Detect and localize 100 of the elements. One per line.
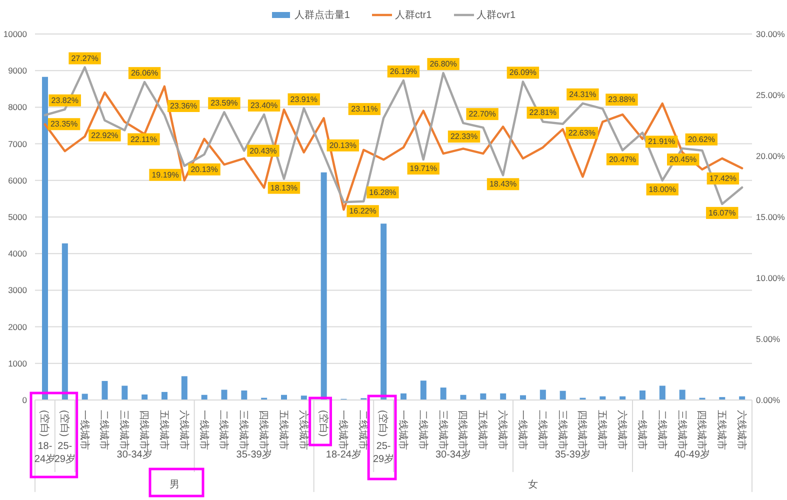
category-label: 35-39岁 bbox=[236, 450, 272, 460]
y2-tick-label: 10.00% bbox=[756, 273, 786, 284]
data-label: 22.81% bbox=[529, 108, 556, 118]
data-label: 22.33% bbox=[450, 132, 478, 142]
category-label: 35-39岁 bbox=[554, 450, 591, 460]
data-label: 20.47% bbox=[608, 154, 636, 164]
category-label: 三线城市 bbox=[238, 410, 249, 450]
category-label: 二线城市 bbox=[656, 410, 667, 450]
data-label: 26.09% bbox=[509, 68, 537, 78]
data-label: 17.42% bbox=[709, 174, 737, 183]
y-tick-label: 3000 bbox=[8, 285, 28, 296]
data-label: 23.59% bbox=[210, 98, 238, 108]
y-tick-label: 9000 bbox=[8, 66, 28, 76]
category-label: 二线城市 bbox=[536, 410, 548, 450]
bar bbox=[380, 224, 387, 400]
bar bbox=[181, 376, 188, 400]
data-label: 23.88% bbox=[608, 95, 636, 104]
category-label: 三线城市 bbox=[118, 410, 130, 450]
category-label: 一线城市 bbox=[78, 410, 90, 450]
data-label: 22.92% bbox=[91, 130, 118, 140]
bar bbox=[142, 394, 148, 400]
category-label: (空白) bbox=[58, 410, 70, 437]
y-tick-label: 4000 bbox=[8, 248, 28, 259]
bar bbox=[500, 393, 506, 400]
bar bbox=[102, 380, 108, 400]
data-label: 23.35% bbox=[50, 120, 78, 129]
category-label: 五线城市 bbox=[716, 410, 727, 450]
y-tick-label: 1000 bbox=[8, 358, 28, 368]
data-label: 20.43% bbox=[250, 146, 277, 156]
category-label: 五线城市 bbox=[596, 410, 608, 450]
bar bbox=[241, 390, 248, 400]
category-label: 18-24岁 bbox=[326, 450, 362, 460]
category-label: 六线城市 bbox=[496, 410, 508, 450]
category-label: 三线城市 bbox=[676, 410, 687, 450]
data-label: 19.19% bbox=[152, 170, 179, 180]
data-label: 16.28% bbox=[369, 188, 396, 197]
data-label: 23.82% bbox=[51, 96, 78, 105]
y-tick-label: 6000 bbox=[8, 175, 28, 186]
data-label: 24.31% bbox=[569, 90, 596, 99]
category-label: 男 bbox=[169, 480, 180, 490]
bar bbox=[300, 396, 307, 400]
legend-label: 人群ctr1 bbox=[394, 9, 432, 22]
bar bbox=[162, 392, 168, 400]
category-label: 三线城市 bbox=[556, 410, 568, 450]
data-label: 26.06% bbox=[130, 68, 158, 78]
category-label: 二线城市 bbox=[98, 410, 110, 450]
data-label: 18.00% bbox=[648, 184, 676, 194]
y2-tick-label: 30.00% bbox=[756, 29, 786, 40]
y-tick-label: 5000 bbox=[8, 212, 28, 222]
category-label: 二线城市 bbox=[416, 410, 428, 450]
bar bbox=[62, 243, 68, 400]
category-label: 五线城市 bbox=[476, 410, 488, 450]
category-label: 二线城市 bbox=[218, 410, 229, 450]
data-label: 26.80% bbox=[430, 60, 457, 69]
legend-label: 人群点击量1 bbox=[294, 8, 350, 22]
bar bbox=[640, 390, 646, 400]
category-label: 25-29岁 bbox=[372, 441, 394, 465]
data-label: 22.11% bbox=[130, 134, 157, 144]
bar bbox=[42, 76, 48, 400]
category-label: 30-34岁 bbox=[435, 450, 472, 460]
y-tick-label: 7000 bbox=[8, 138, 28, 149]
category-label: 一线城市 bbox=[337, 410, 348, 450]
bar bbox=[440, 388, 446, 400]
category-label: (空白) bbox=[377, 410, 388, 437]
category-label: 六线城市 bbox=[178, 410, 189, 450]
data-label: 16.22% bbox=[349, 206, 376, 216]
y2-tick-label: 5.00% bbox=[756, 334, 781, 344]
bar bbox=[420, 380, 426, 400]
category-label: 一线城市 bbox=[198, 410, 209, 450]
category-label: 一线城市 bbox=[396, 410, 408, 450]
data-label: 27.27% bbox=[71, 54, 98, 63]
data-label: 20.45% bbox=[670, 155, 697, 164]
y-tick-label: 10000 bbox=[3, 29, 28, 40]
category-label: 三线城市 bbox=[436, 410, 448, 450]
data-label: 23.40% bbox=[250, 101, 278, 110]
bar bbox=[520, 395, 526, 400]
category-label: 四线城市 bbox=[696, 410, 707, 450]
category-label: 一线城市 bbox=[636, 410, 647, 450]
category-label: 25-29岁 bbox=[54, 441, 76, 465]
category-label: 18-24岁 bbox=[34, 441, 56, 465]
bar bbox=[659, 386, 666, 400]
y2-tick-label: 20.00% bbox=[756, 151, 786, 162]
bar bbox=[400, 393, 406, 400]
data-label: 18.43% bbox=[489, 180, 517, 189]
y-tick-label: 0 bbox=[22, 395, 28, 406]
data-label: 19.71% bbox=[410, 164, 437, 174]
y2-tick-label: 15.00% bbox=[756, 212, 786, 222]
category-label: 四线城市 bbox=[138, 410, 150, 450]
category-label: 四线城市 bbox=[258, 410, 269, 450]
category-label: 30-34岁 bbox=[116, 450, 152, 460]
bar bbox=[122, 386, 128, 400]
data-label: 23.91% bbox=[290, 94, 318, 104]
category-label: 女 bbox=[528, 480, 538, 490]
category-label: 六线城市 bbox=[736, 410, 747, 450]
data-label: 20.13% bbox=[329, 140, 356, 150]
category-label: (空白) bbox=[317, 410, 328, 437]
y-tick-label: 2000 bbox=[8, 322, 28, 332]
data-label: 26.19% bbox=[390, 66, 418, 76]
y-tick-label: 8000 bbox=[8, 102, 28, 112]
data-label: 22.70% bbox=[468, 110, 496, 119]
